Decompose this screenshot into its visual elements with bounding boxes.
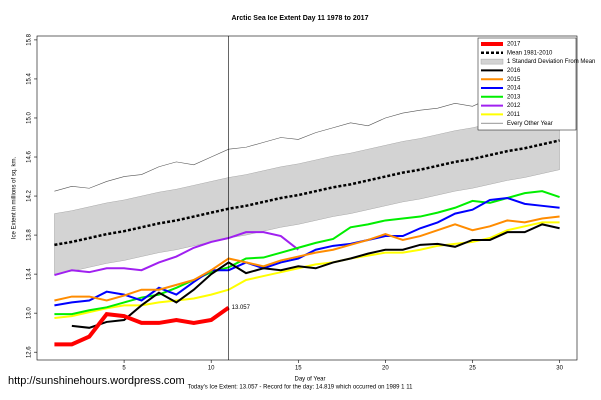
legend-label: Every Other Year — [507, 121, 553, 127]
annotation: 13.057 — [232, 305, 251, 311]
series-line — [54, 231, 299, 277]
legend-label: 2015 — [507, 77, 521, 83]
y-tick-label: 13.8 — [27, 229, 33, 241]
legend-label: Mean 1981-2010 — [507, 50, 553, 56]
plot-frame — [36, 35, 578, 361]
legend-label: 2017 — [507, 42, 521, 48]
y-tick-label: 15.0 — [27, 111, 33, 123]
legend-label: 2011 — [507, 112, 521, 118]
legend-label: 2013 — [507, 94, 521, 100]
series-line — [54, 215, 560, 302]
x-axis-label: Day of Year — [294, 377, 325, 383]
x-tick-label: 25 — [469, 366, 476, 372]
y-tick-label: 15.4 — [27, 72, 33, 84]
legend-label: 2012 — [507, 103, 521, 109]
x-tick-label: 15 — [295, 366, 302, 372]
y-axis-label: Ice Extent in millions of sq. km. — [12, 156, 18, 239]
std-band — [54, 108, 560, 275]
series-line — [54, 190, 560, 316]
y-tick-label: 14.6 — [27, 151, 33, 163]
y-tick-label: 13.4 — [27, 268, 33, 280]
x-tick-label: 20 — [382, 366, 389, 372]
y-tick-label: 14.2 — [27, 190, 33, 202]
legend-label: 1 Standard Deviation From Mean — [507, 59, 595, 65]
legend-label: 2014 — [507, 86, 521, 92]
y-tick-label: 15.8 — [27, 33, 33, 45]
series-line — [54, 139, 560, 247]
footer: Today's Ice Extent: 13.057 - Record for … — [188, 385, 414, 391]
watermark: http://sunshinehours.wordpress.com — [8, 375, 185, 387]
series-line — [54, 86, 560, 192]
series-line — [71, 223, 560, 329]
series-line — [54, 305, 230, 347]
x-tick-label: 30 — [556, 366, 563, 372]
x-tick-label: 5 — [122, 366, 126, 372]
y-tick-label: 12.6 — [27, 346, 33, 358]
x-tick-label: 10 — [208, 366, 215, 372]
legend-swatch — [480, 58, 504, 65]
legend-label: 2016 — [507, 68, 521, 74]
y-tick-label: 13.0 — [27, 307, 33, 319]
chart-title: Arctic Sea Ice Extent Day 11 1978 to 201… — [232, 15, 369, 22]
